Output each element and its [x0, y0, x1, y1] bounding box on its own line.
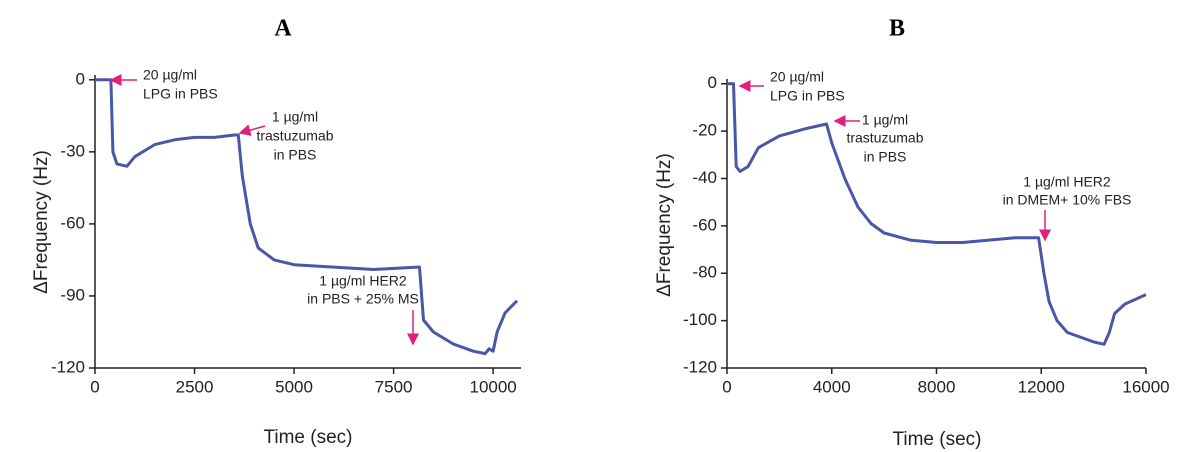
- x-tick-label: 0: [90, 377, 99, 396]
- y-tick-label: -30: [60, 141, 85, 160]
- x-tick-label: 2500: [176, 377, 214, 396]
- y-tick-label: -60: [692, 215, 717, 234]
- x-tick-label: 12000: [1018, 377, 1065, 396]
- y-tick-label: -120: [683, 357, 717, 376]
- y-tick-label: -80: [692, 263, 717, 282]
- panel-title: A: [274, 16, 292, 42]
- annotation: 1 µg/ml: [862, 112, 908, 128]
- annotation: in PBS: [274, 147, 317, 163]
- annotation: in PBS: [864, 149, 907, 165]
- annotation: 20 µg/ml: [143, 67, 197, 83]
- annotation: 1 µg/ml HER2: [319, 273, 407, 289]
- y-tick-label: 0: [708, 73, 717, 92]
- x-tick-label: 5000: [275, 377, 313, 396]
- x-tick-label: 7500: [375, 377, 413, 396]
- panel-title: B: [889, 16, 905, 42]
- panel: A 0 -30 -60 -90 -120 0 2500 5000 7500 10000 ΔFreque…: [31, 16, 521, 448]
- x-tick-label: 4000: [813, 377, 851, 396]
- annotation: 20 µg/ml: [770, 69, 824, 85]
- y-tick-label: 0: [76, 69, 85, 88]
- data-line: [95, 78, 519, 356]
- x-axis-label: Time (sec): [892, 429, 981, 450]
- y-tick-label: -100: [683, 310, 717, 329]
- x-axis-label: Time (sec): [263, 427, 352, 448]
- annotation: LPG in PBS: [143, 86, 218, 102]
- annotation: LPG in PBS: [770, 88, 845, 104]
- annotation: trastuzumab: [256, 128, 333, 144]
- x-tick-label: 16000: [1122, 377, 1169, 396]
- annotation: in PBS + 25% MS: [307, 291, 419, 307]
- data-line: [727, 82, 1147, 346]
- annotation: trastuzumab: [846, 130, 923, 146]
- x-tick-label: 10000: [469, 377, 516, 396]
- x-tick-label: 8000: [918, 377, 956, 396]
- y-tick-label: -120: [51, 357, 85, 376]
- y-axis-label: ΔFrequency (Hz): [654, 153, 675, 297]
- annotation-arrow: [238, 124, 266, 136]
- annotation: in DMEM+ 10% FBS: [1003, 192, 1132, 208]
- x-tick-label: 0: [722, 377, 731, 396]
- y-tick-label: -60: [60, 213, 85, 232]
- annotation: 1 µg/ml HER2: [1023, 174, 1111, 190]
- y-tick-label: -20: [692, 121, 717, 140]
- y-tick-label: -90: [60, 285, 85, 304]
- panel: B 0 -20 -40 -60 -80 -100 -120 0 4000 8000 12000 1600…: [654, 16, 1170, 451]
- annotation: 1 µg/ml: [272, 109, 318, 125]
- y-axis-label: ΔFrequency (Hz): [31, 150, 52, 294]
- y-tick-label: -40: [692, 168, 717, 187]
